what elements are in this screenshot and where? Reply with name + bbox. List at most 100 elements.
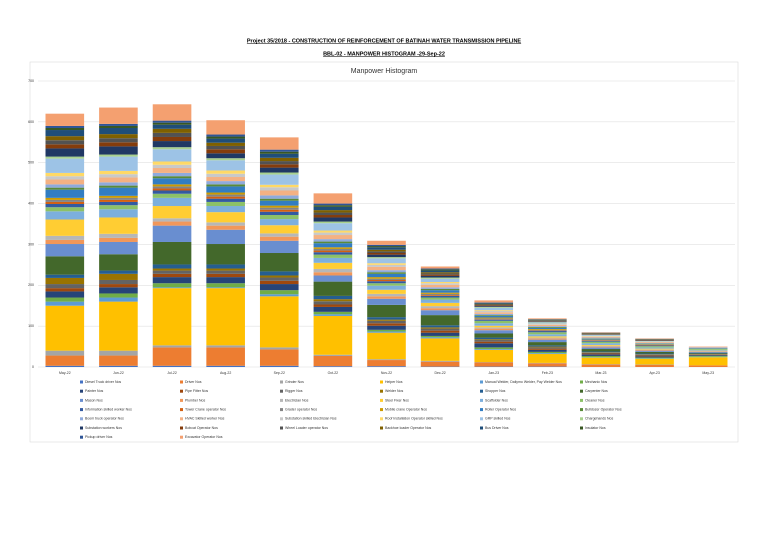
bar-segment bbox=[474, 327, 514, 329]
legend-label: Plumber Nos bbox=[185, 398, 205, 402]
bar-segment bbox=[206, 160, 245, 171]
bar-segment bbox=[367, 281, 406, 284]
bar-segment bbox=[420, 297, 460, 300]
x-tick-label: Apr-23 bbox=[649, 371, 660, 375]
bar-segment bbox=[581, 347, 621, 350]
bar-segment bbox=[420, 332, 460, 336]
bar-segment bbox=[367, 263, 406, 265]
bar-segment bbox=[45, 201, 85, 204]
bar-segment bbox=[99, 125, 138, 128]
bar-segment bbox=[528, 353, 567, 354]
bar-segment bbox=[635, 364, 674, 367]
bar-segment bbox=[474, 320, 514, 324]
bar-segment bbox=[313, 248, 353, 251]
bar-segment bbox=[581, 335, 621, 336]
bar-segment bbox=[206, 194, 245, 197]
bar-segment bbox=[367, 331, 406, 333]
bar-segment bbox=[206, 288, 245, 346]
bar-segment bbox=[259, 137, 299, 150]
legend-label: Substation workers Nos bbox=[85, 426, 122, 430]
bar-segment bbox=[45, 244, 85, 257]
bar-segment bbox=[313, 247, 353, 249]
bar-segment bbox=[420, 293, 460, 296]
legend-swatch bbox=[180, 408, 183, 412]
bar-segment bbox=[206, 270, 245, 274]
bar-segment bbox=[313, 254, 353, 258]
bar-segment bbox=[688, 352, 728, 354]
bar-segment bbox=[259, 275, 299, 278]
bar-segment bbox=[474, 312, 514, 314]
bar-segment bbox=[420, 288, 460, 291]
bar-segment bbox=[259, 294, 299, 297]
x-tick-label: Sep-22 bbox=[274, 371, 285, 375]
bar-segment bbox=[474, 319, 514, 321]
bar-segment bbox=[367, 266, 406, 271]
bar-segment bbox=[635, 348, 674, 350]
bar-segment bbox=[259, 277, 299, 281]
bar-segment bbox=[206, 173, 245, 178]
bar-segment bbox=[206, 134, 245, 137]
bar-segment bbox=[474, 300, 514, 303]
bar-segment bbox=[152, 273, 192, 278]
legend-swatch bbox=[380, 426, 383, 430]
legend-label: HVAC Skilled worker Nos bbox=[185, 417, 225, 421]
bar-segment bbox=[206, 225, 245, 230]
bar-segment bbox=[45, 301, 85, 306]
legend-label: Wheel Loader operator Nos bbox=[285, 426, 328, 430]
report-title: BBL-02 - MANPOWER HISTOGRAM -29-Sep-22 bbox=[323, 51, 445, 57]
bar-segment bbox=[259, 149, 299, 152]
bar-segment bbox=[635, 351, 674, 354]
legend-label: Grinder Nos bbox=[285, 380, 304, 384]
bar-segment bbox=[420, 282, 460, 284]
bar-segment bbox=[688, 351, 728, 353]
bar-segment bbox=[152, 287, 192, 289]
bar-segment bbox=[635, 354, 674, 356]
bar-segment bbox=[313, 215, 353, 218]
bar-segment bbox=[528, 336, 567, 338]
y-tick-label: 300 bbox=[28, 242, 34, 246]
bar-segment bbox=[259, 195, 299, 199]
legend-swatch bbox=[180, 435, 183, 439]
bar-segment bbox=[581, 346, 621, 348]
bar-segment bbox=[367, 251, 406, 254]
bar-segment bbox=[581, 349, 621, 352]
legend-swatch bbox=[180, 380, 183, 384]
bar-segment bbox=[152, 186, 192, 189]
bar-segment bbox=[313, 212, 353, 216]
bar-segment bbox=[688, 355, 728, 357]
bar-segment bbox=[206, 345, 245, 348]
bar-segment bbox=[99, 195, 138, 198]
bar-segment bbox=[259, 284, 299, 291]
legend-label: Roof Installation Operator skilled Nos bbox=[385, 417, 443, 421]
bar-segment bbox=[152, 241, 192, 265]
bar-segment bbox=[367, 247, 406, 250]
bar-segment bbox=[474, 330, 514, 334]
bar-segment bbox=[152, 218, 192, 222]
bar-segment bbox=[635, 349, 674, 351]
bar-segment bbox=[152, 288, 192, 346]
legend-label: Bobcat Operator Nos bbox=[185, 426, 218, 430]
legend-swatch bbox=[480, 389, 483, 393]
bar-segment bbox=[367, 320, 406, 324]
legend-label: Pipe Fitter Nos bbox=[185, 389, 208, 393]
bar-segment bbox=[99, 205, 138, 210]
bar-segment bbox=[152, 197, 192, 207]
bar-segment bbox=[528, 338, 567, 340]
bar-segment bbox=[367, 319, 406, 321]
legend-swatch bbox=[580, 389, 583, 393]
chart-title: Manpower Histogram bbox=[351, 68, 418, 75]
bar-segment bbox=[45, 176, 85, 180]
bar-segment bbox=[99, 170, 138, 175]
bar-segment bbox=[420, 283, 460, 285]
bar-segment bbox=[45, 130, 85, 137]
bar-segment bbox=[635, 355, 674, 357]
bar-segment bbox=[259, 187, 299, 191]
bar-segment bbox=[313, 268, 353, 273]
bar-segment bbox=[313, 311, 353, 315]
legend-label: Manual Welder, Dailymo Welder, Pay Welde… bbox=[485, 380, 562, 384]
bar-segment bbox=[99, 138, 138, 143]
bar-segment bbox=[581, 344, 621, 346]
bar-segment bbox=[635, 353, 674, 355]
bar-segment bbox=[259, 225, 299, 234]
bar-segment bbox=[45, 172, 85, 177]
